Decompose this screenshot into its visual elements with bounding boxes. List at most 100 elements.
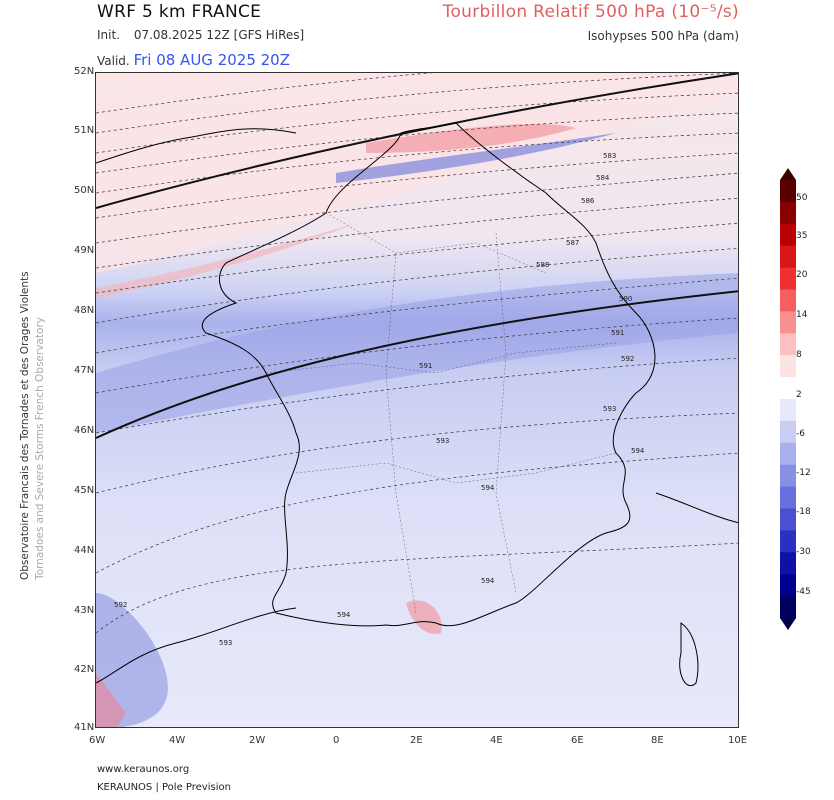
contour-label: 593 — [603, 405, 616, 413]
init-label: Init. — [97, 28, 120, 42]
parameter-title: Tourbillon Relatif 500 hPa (10⁻⁵/s) — [442, 2, 739, 22]
colorbar-tick: 50 — [796, 193, 808, 203]
valid-value: Fri 08 AUG 2025 20Z — [133, 51, 290, 69]
positive-vorticity-spain — [96, 673, 126, 727]
corsica — [679, 622, 699, 686]
colorbar-top-arrow — [780, 168, 796, 180]
colorbar-cell — [780, 355, 796, 378]
lat-label: 46N — [74, 425, 95, 436]
colorbar-cell — [780, 508, 796, 531]
colorbar-tick: 20 — [796, 270, 808, 280]
contour-label: 594 — [481, 577, 495, 585]
colorbar-cell — [780, 333, 796, 356]
valid-label: Valid. — [97, 54, 130, 68]
colorbar-cell — [780, 180, 796, 203]
negative-vorticity-band — [336, 133, 616, 183]
lat-label: 42N — [74, 664, 95, 675]
footer-credit: KERAUNOS | Pole Prevision — [97, 782, 231, 793]
isohypse-lines — [96, 73, 738, 634]
colorbar — [780, 168, 796, 630]
contour-label: 590 — [619, 295, 632, 303]
init-info: Init. 07.08.2025 12Z [GFS HiRes] — [97, 28, 304, 42]
contour-label: 591 — [419, 362, 432, 370]
coastlines — [96, 122, 738, 686]
colorbar-cell — [780, 267, 796, 290]
colorbar-bottom-arrow — [780, 618, 796, 630]
model-title: WRF 5 km FRANCE — [97, 2, 262, 22]
lat-label: 50N — [74, 185, 95, 196]
lon-label: 2W — [249, 735, 266, 746]
valid-info: Valid. Fri 08 AUG 2025 20Z — [97, 51, 290, 69]
contour-label: 584 — [596, 174, 610, 182]
contour-labels: 583 584 586 587 588 590 591 592 593 594 … — [114, 152, 645, 647]
colorbar-cell — [780, 552, 796, 575]
colorbar-tick: -6 — [796, 429, 805, 439]
lon-label: 4E — [490, 735, 503, 746]
contour-label: 586 — [581, 197, 595, 205]
lon-label: 0 — [333, 735, 340, 746]
contour-label: 594 — [631, 447, 645, 455]
contour-label: 592 — [114, 601, 127, 609]
lat-label: 43N — [74, 605, 95, 616]
lat-label: 51N — [74, 125, 95, 136]
lon-label: 10E — [728, 735, 748, 746]
colorbar-cell — [780, 596, 796, 619]
positive-vorticity-lyon-gulf — [406, 600, 442, 634]
positive-vorticity-north — [96, 73, 738, 273]
colorbar-cell — [780, 377, 796, 400]
negative-vorticity-spain — [96, 593, 168, 727]
colorbar-tick: -45 — [796, 587, 811, 597]
positive-vorticity-band — [366, 123, 576, 153]
colorbar-tick: 2 — [796, 390, 802, 400]
contour-label: 583 — [603, 152, 616, 160]
colorbar-cell — [780, 464, 796, 488]
colorbar-cell — [780, 289, 796, 312]
observatory-name-fr: Observatoire Francais des Tornades et de… — [19, 271, 31, 580]
colorbar-tick: 8 — [796, 350, 802, 360]
lon-label: 6E — [571, 735, 584, 746]
lat-label: 47N — [74, 365, 95, 376]
contour-label: 588 — [536, 261, 549, 269]
footer-url: www.keraunos.org — [97, 764, 190, 775]
contour-label: 591 — [611, 329, 624, 337]
colorbar-tick: 35 — [796, 231, 808, 241]
colorbar-tick: -12 — [796, 468, 811, 478]
vorticity-map: 583 584 586 587 588 590 591 592 593 594 … — [95, 72, 739, 728]
contour-label: 592 — [621, 355, 634, 363]
colorbar-cell — [780, 442, 796, 466]
region-borders — [265, 212, 617, 614]
lat-label: 45N — [74, 485, 95, 496]
colorbar-cell — [780, 486, 796, 509]
lat-label: 44N — [74, 545, 95, 556]
colorbar-cell — [780, 574, 796, 597]
contour-label: 594 — [481, 484, 495, 492]
colorbar-cell — [780, 399, 796, 422]
colorbar-tick: -30 — [796, 547, 811, 557]
lon-label: 8E — [651, 735, 664, 746]
isohypse-bold-lines — [96, 73, 738, 439]
map-canvas: 583 584 586 587 588 590 591 592 593 594 … — [96, 73, 738, 727]
colorbar-cell — [780, 311, 796, 334]
contour-label: 593 — [436, 437, 449, 445]
colorbar-cell — [780, 420, 796, 444]
lon-label: 2E — [410, 735, 423, 746]
lat-label: 41N — [74, 722, 95, 733]
colorbar-cell — [780, 223, 796, 247]
contour-label: 593 — [219, 639, 232, 647]
isohypse-label: Isohypses 500 hPa (dam) — [587, 29, 739, 43]
colorbar-tick: 14 — [796, 310, 808, 320]
colorbar-cell — [780, 530, 796, 553]
lon-label: 4W — [169, 735, 186, 746]
init-value: 07.08.2025 12Z [GFS HiRes] — [133, 28, 305, 42]
colorbar-tick: -18 — [796, 507, 811, 517]
negative-vorticity-core — [96, 273, 738, 433]
positive-vorticity-band-west — [96, 223, 356, 298]
colorbar-cell — [780, 245, 796, 269]
contour-label: 587 — [566, 239, 579, 247]
observatory-name-en: Tornadoes and Severe Storms French Obser… — [34, 317, 46, 580]
colorbar-cells — [780, 180, 796, 619]
lat-label: 49N — [74, 245, 95, 256]
contour-label: 594 — [337, 611, 351, 619]
lon-label: 6W — [89, 735, 106, 746]
lat-label: 48N — [74, 305, 95, 316]
